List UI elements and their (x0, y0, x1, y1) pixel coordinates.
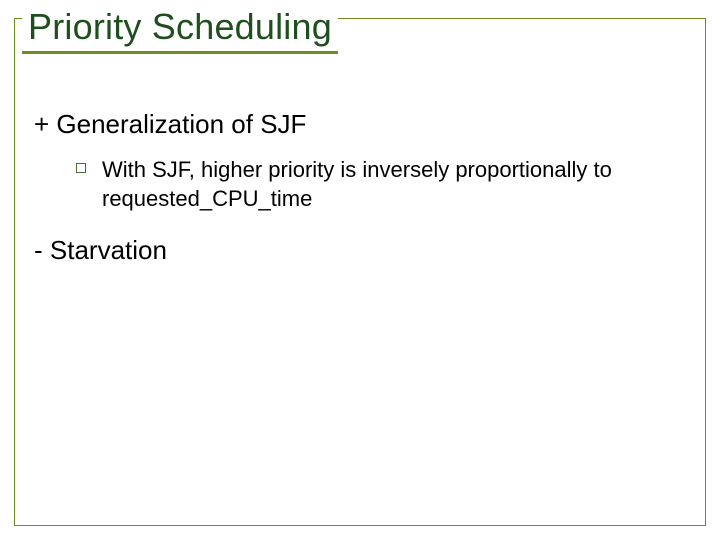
title-container: Priority Scheduling (22, 6, 338, 52)
sub-bullet-text: With SJF, higher priority is inversely p… (102, 155, 672, 214)
bullet-point: + Generalization of SJF (34, 108, 694, 141)
slide-body: + Generalization of SJF With SJF, higher… (34, 108, 694, 280)
slide-title: Priority Scheduling (28, 6, 332, 48)
slide: Priority Scheduling + Generalization of … (0, 0, 720, 540)
sub-bullet-row: With SJF, higher priority is inversely p… (76, 155, 694, 214)
title-underline (22, 51, 338, 54)
square-bullet-icon (76, 163, 86, 173)
bullet-point: - Starvation (34, 234, 694, 267)
